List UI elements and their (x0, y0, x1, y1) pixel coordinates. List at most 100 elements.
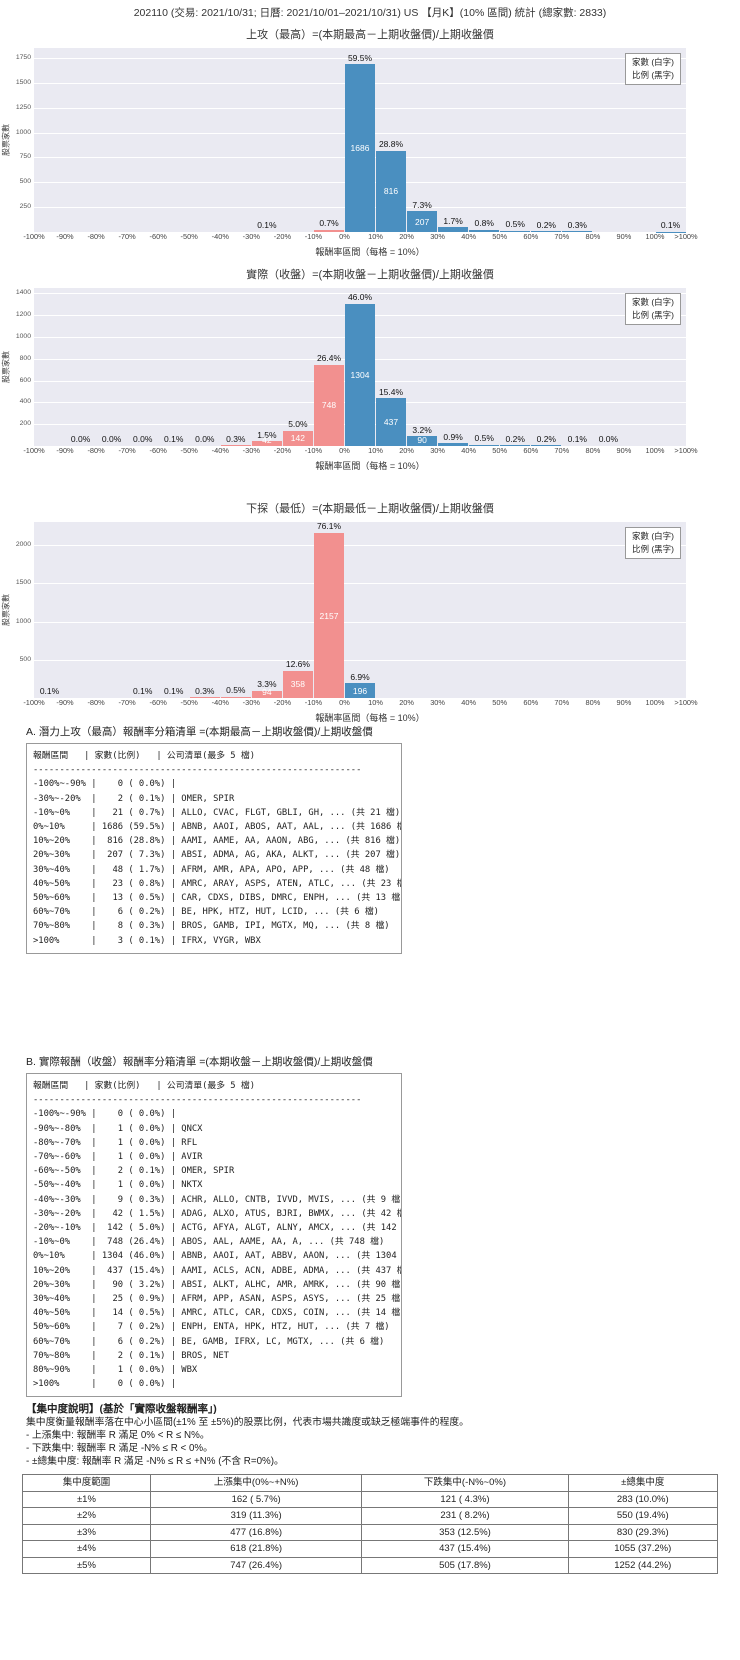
histogram-bar (345, 64, 375, 232)
plot-area: 股票家數 家數 (白字) 比例 (黑字) 200 400 600 800 1000 120… (2, 288, 686, 446)
table-cell: 550 (19.4%) (567, 1507, 719, 1525)
bar-percent-label: 1.7% (443, 215, 463, 226)
x-axis-ticks: -100% -90% -80% -70% -60% -50% -40% -30% -20% -10… (23, 232, 697, 243)
bar-percent-label: 0.0% (598, 434, 619, 445)
bar-percent-label: 0.1% (164, 686, 184, 697)
note-line: 集中度衡量報酬率落在中心小區間(±1% 至 ±5%)的股票比例，代表市場共識度或… (26, 1417, 469, 1428)
histogram-bar (376, 150, 406, 232)
bar-percent-label: 0.3% (195, 685, 215, 696)
x-tick-label: -90% (56, 698, 74, 707)
gridline (34, 659, 686, 661)
x-tick-label: -50% (180, 698, 198, 707)
table-cell: 747 (26.4%) (149, 1556, 363, 1574)
histogram-bar (438, 443, 469, 446)
x-tick-label: -100% (23, 698, 45, 707)
bar-percent-label: 0.2% (536, 219, 556, 230)
y-tick-label: 250 (19, 203, 31, 211)
x-tick-label: >100% (674, 446, 698, 455)
bar-percent-label: 12.6% (285, 659, 310, 670)
gridline (34, 293, 686, 295)
table-header-cell: 集中度範圍 (22, 1474, 151, 1492)
bar-count-label: 196 (352, 685, 368, 696)
listing-heading: B. 實際報酬（收盤）報酬率分箱清單 =(本期收盤－上期收盤價)/上期收盤價 (26, 1056, 373, 1068)
listing-box: 報酬區間 | 家數(比例) | 公司清單(最多 5 檔) ------------… (26, 1073, 402, 1398)
listing-box: 報酬區間 | 家數(比例) | 公司清單(最多 5 檔) ------------… (26, 743, 402, 954)
bar-percent-label: 0.2% (505, 433, 525, 444)
legend: 家數 (白字) 比例 (黑字) (624, 527, 681, 559)
table-header-cell: ±總集中度 (567, 1474, 719, 1492)
listing-row: ----------------------------------------… (33, 1095, 362, 1106)
bar-percent-label: 28.8% (378, 139, 404, 150)
table-header-cell: 上漲集中(0%~+N%) (149, 1474, 363, 1492)
listing-b-section: B. 實際報酬（收盤）報酬率分箱清單 =(本期收盤－上期收盤價)/上期收盤價 報… (0, 1054, 740, 1398)
x-axis-title: 報酬率區間（每格 = 10%） (315, 713, 425, 723)
x-tick-label: -70% (118, 698, 136, 707)
histogram-bar (220, 696, 251, 698)
bar-percent-label: 0.5% (474, 433, 494, 443)
x-tick-label: 50% (492, 232, 508, 241)
x-axis-title: 報酬率區間（每格 = 10%） (315, 247, 425, 257)
x-tick-label: -60% (149, 232, 167, 241)
table-cell: ±1% (22, 1490, 151, 1508)
concentration-notes: 集中度衡量報酬率落在中心小區間(±1% 至 ±5%)的股票比例，代表市場共識度或… (0, 1416, 740, 1468)
table-cell: 162 ( 5.7%) (149, 1490, 363, 1508)
listing-row: -50%~-40% | 1 ( 0.0%) | NKTX (33, 1180, 203, 1191)
listing-row: -60%~-50% | 2 ( 0.1%) | OMER, SPIR (33, 1166, 235, 1177)
x-tick-label: 70% (554, 232, 570, 241)
listing-row: -30%~-20% | 2 ( 0.1%) | OMER, SPIR (33, 793, 235, 804)
concentration-table: 集中度範圍 上漲集中(0%~+N%) 下跌集中(-N%~0%) ±總集中度 ±1% 162… (22, 1474, 719, 1574)
listing-row: -40%~-30% | 9 ( 0.3%) | ACHR, ALLO, CNTB… (33, 1194, 402, 1205)
bar-percent-label: 76.1% (316, 521, 342, 532)
listing-row: 60%~70% | 6 ( 0.2%) | BE, HPK, HTZ, HUT,… (33, 907, 379, 918)
y-tick-label: 2000 (15, 541, 31, 548)
bar-percent-label: 1.5% (257, 429, 277, 440)
legend: 家數 (白字) 比例 (黑字) (624, 293, 681, 325)
listing-row: >100% | 3 ( 0.1%) | IFRX, VYGR, WBX (33, 935, 261, 946)
page-title: 202110 (交易: 2021/10/31; 日曆: 2021/10/01–2… (133, 7, 607, 19)
bar-percent-label: 0.1% (39, 686, 60, 697)
histogram-bar (313, 532, 344, 698)
y-tick-label: 400 (19, 398, 31, 406)
bar-percent-label: 7.3% (412, 199, 432, 210)
table-cell: 121 ( 4.3%) (361, 1490, 569, 1508)
x-tick-label: -20% (273, 232, 292, 241)
listing-row: 10%~20% | 816 (28.8%) | AAMI, AAME, AA, … (33, 836, 401, 847)
histogram-bar (282, 670, 313, 698)
bar-count-label: 358 (290, 679, 305, 690)
concentration-note-title: 【集中度說明】(基於「實際收盤報酬率」) (26, 1403, 217, 1415)
y-tick-label: 750 (19, 153, 31, 161)
x-tick-label: 80% (585, 232, 601, 241)
listing-row: 80%~90% | 1 ( 0.0%) | WBX (33, 1365, 198, 1376)
x-axis-title: 報酬率區間（每格 = 10%） (315, 461, 425, 471)
table-cell: 477 (16.8%) (149, 1523, 363, 1541)
chart-title: 下探（最低）=(本期最低－上期收盤價)/上期收盤價 (246, 503, 494, 515)
legend-count-label: 家數 (白字) (631, 297, 674, 307)
table-row: ±4% 618 (21.8%) 437 (15.4%) 1055 (37.2%) (22, 1540, 719, 1558)
listing-row: -70%~-60% | 1 ( 0.0%) | AVIR (33, 1152, 203, 1163)
x-tick-label: 50% (492, 446, 508, 455)
listing-row: 20%~30% | 207 ( 7.3%) | ABSI, ADMA, AG, … (33, 850, 401, 861)
y-tick-label: 800 (19, 354, 31, 362)
x-tick-label: 20% (399, 698, 414, 707)
y-tick-label: 1000 (15, 128, 31, 136)
y-tick-label: 1250 (15, 103, 31, 111)
listing-row: 30%~40% | 25 ( 0.9%) | AFRM, APP, ASAN, … (33, 1294, 402, 1305)
x-tick-label: -40% (211, 698, 229, 707)
listing-row: -80%~-70% | 1 ( 0.0%) | RFL (33, 1137, 198, 1148)
x-tick-label: >100% (674, 232, 698, 241)
x-tick-label: -60% (149, 698, 167, 707)
listing-row: 50%~60% | 13 ( 0.5%) | CAR, CDXS, DIBS, … (33, 893, 402, 904)
listing-row: 70%~80% | 8 ( 0.3%) | BROS, GAMB, IPI, M… (33, 921, 390, 932)
listing-a-section: A. 潛力上攻（最高）報酬率分箱清單 =(本期最高－上期收盤價)/上期收盤價 報… (0, 724, 740, 954)
listing-row: 70%~80% | 2 ( 0.1%) | BROS, NET (33, 1350, 229, 1361)
plot-area: 股票家數 家數 (白字) 比例 (黑字) 250 500 750 1000 1250 15… (2, 48, 686, 232)
gridline (34, 545, 686, 546)
x-tick-label: 60% (523, 232, 539, 241)
bar-percent-label: 59.5% (347, 52, 373, 63)
x-tick-label: 70% (554, 698, 570, 707)
x-tick-label: 10% (368, 698, 383, 707)
bar-count-label: 816 (383, 186, 399, 197)
table-cell: 437 (15.4%) (361, 1540, 569, 1558)
bar-percent-label: 3.2% (412, 424, 432, 435)
x-tick-label: 60% (523, 698, 539, 707)
